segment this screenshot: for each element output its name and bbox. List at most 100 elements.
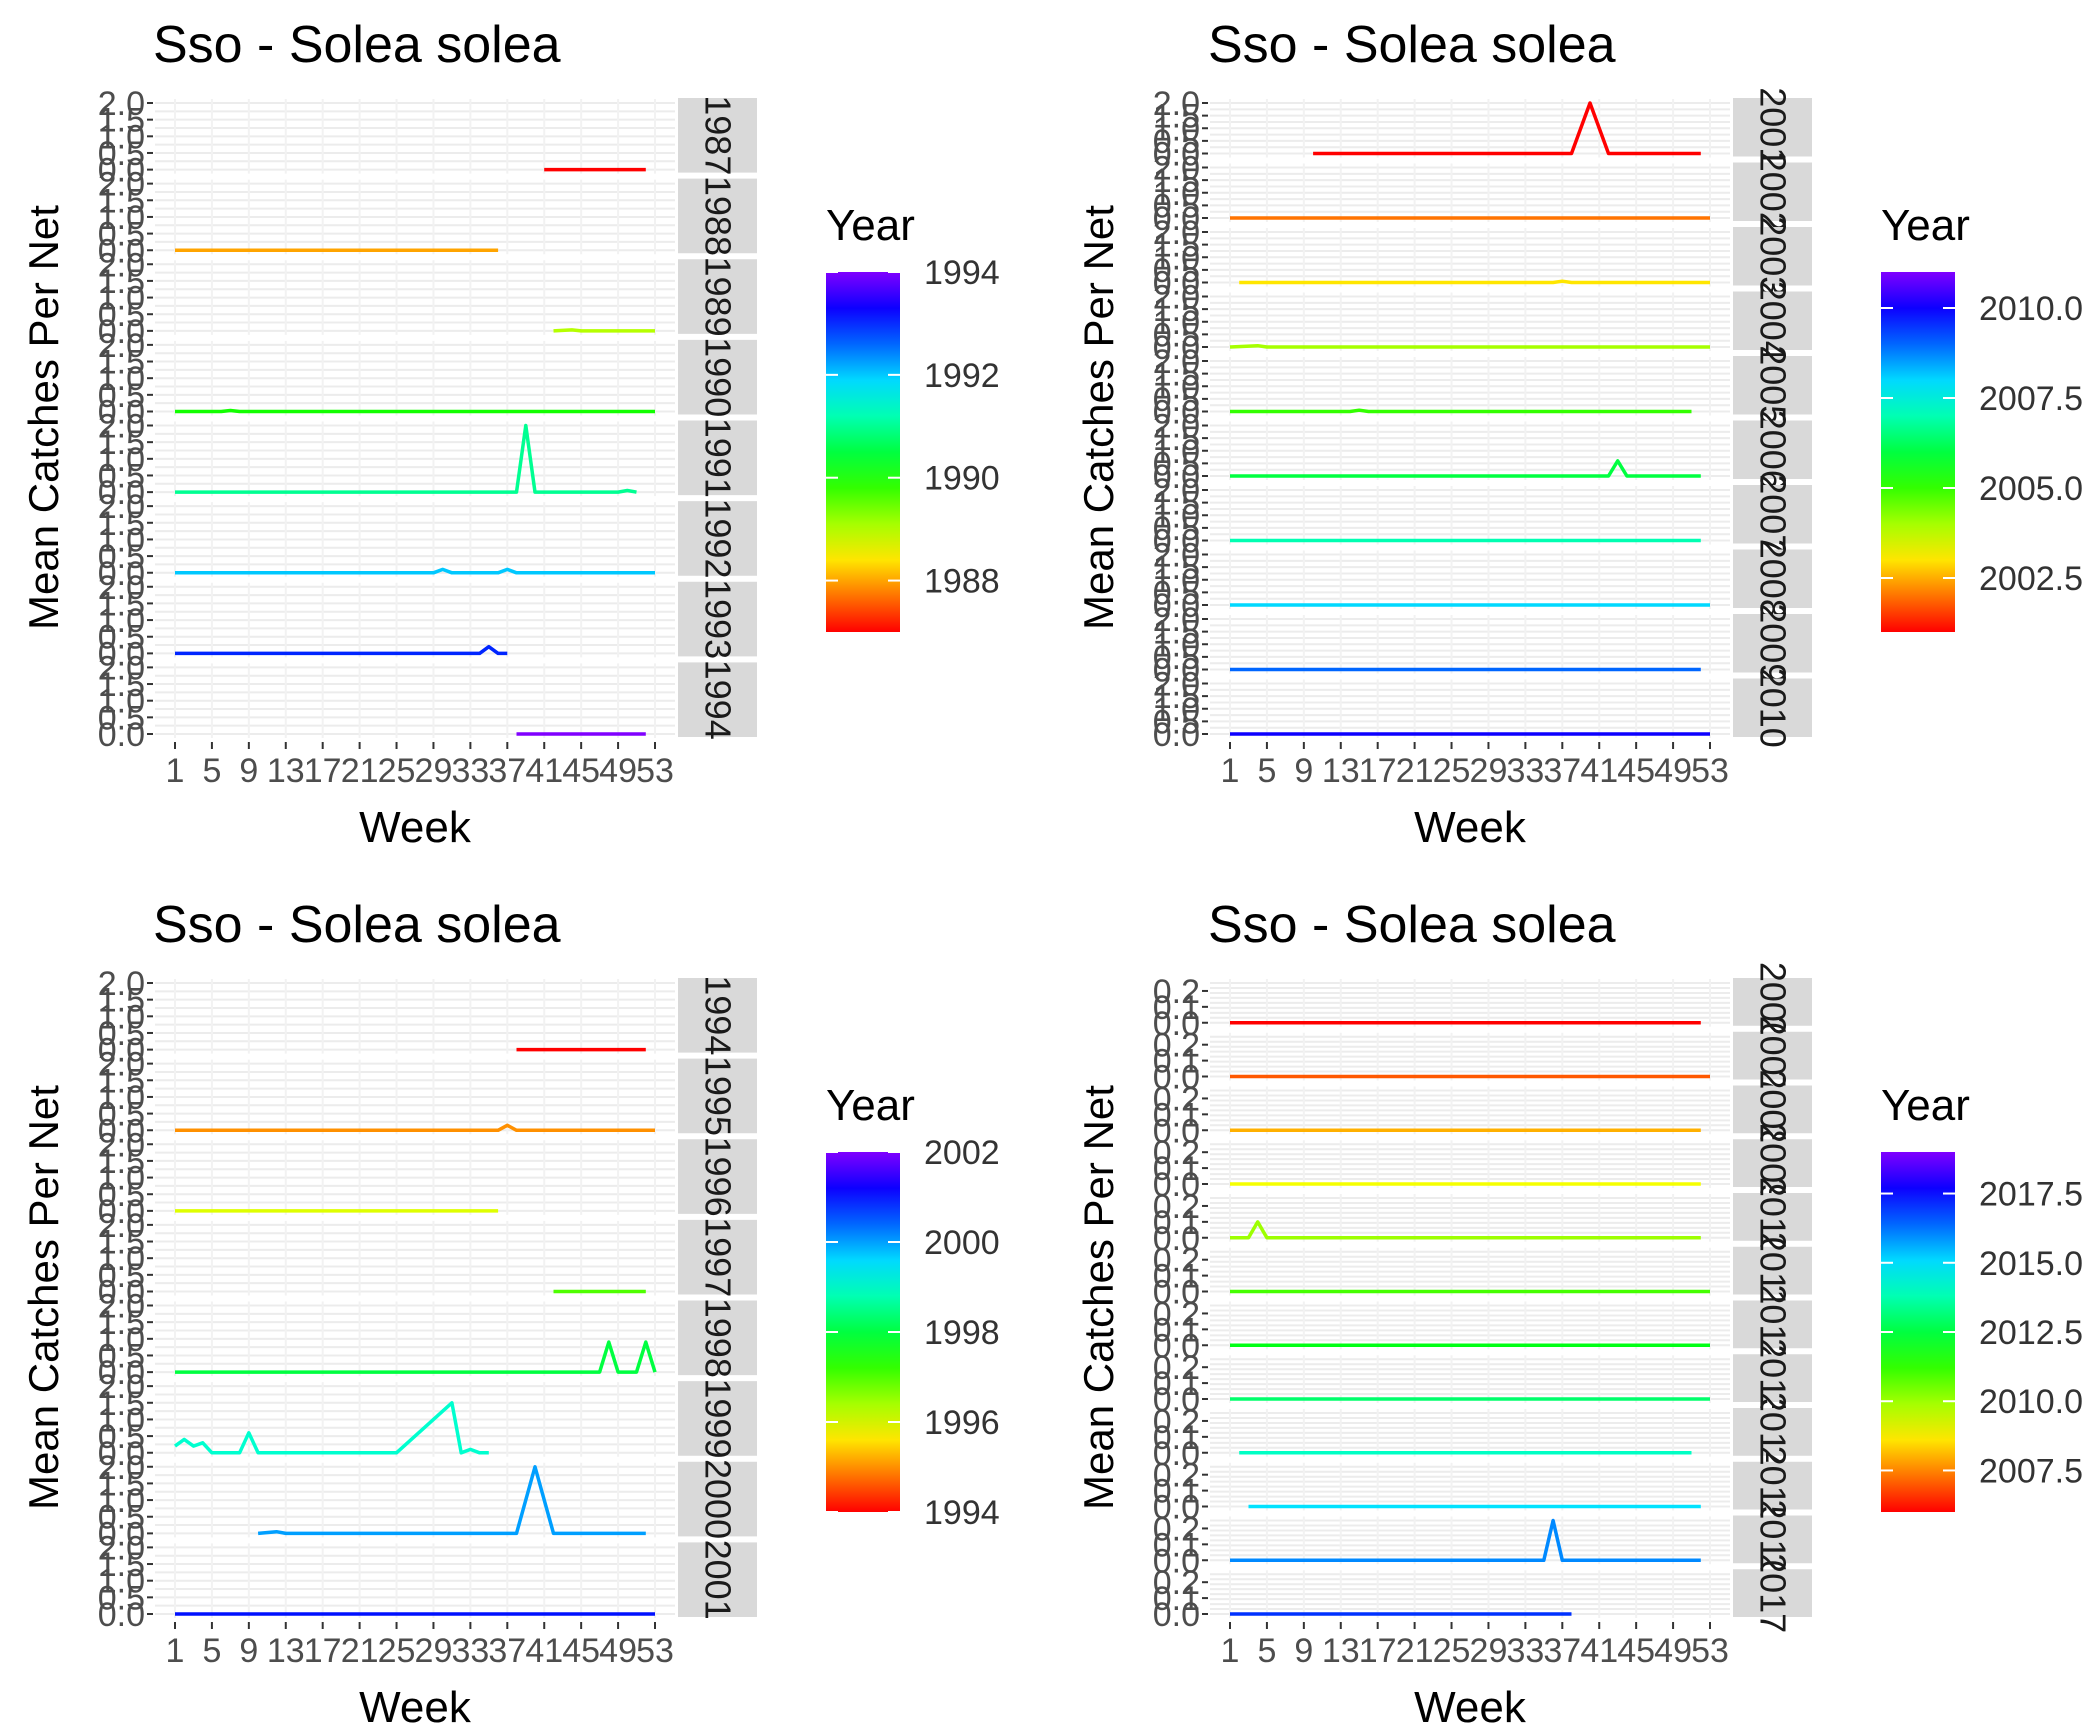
y-tick-label: 1.0 [1153, 691, 1200, 729]
facet-strip-label: 1987 [698, 95, 739, 175]
y-tick-label: 1.0 [98, 1401, 145, 1439]
y-tick-label: 0.2 [1153, 1564, 1200, 1602]
facet-strip-label: 2000 [698, 1459, 739, 1539]
facet-strip [1733, 1085, 1812, 1134]
y-tick-label: 1.5 [98, 102, 145, 140]
legend: Year 2017.5 2015.0 2012.5 2010.0 2007.5 [1881, 1081, 2083, 1512]
facet-2005: 0.00.51.01.52.0 2005 [1153, 343, 1812, 432]
x-tick-label: 17 [1359, 1632, 1397, 1670]
x-tick-label: 37 [1543, 1632, 1581, 1670]
y-tick-label: 1.0 [98, 602, 145, 640]
y-tick-label: 0.0 [1153, 1166, 1200, 1204]
y-tick-label: 0.1 [1153, 1096, 1200, 1134]
y-tick-label: 0.0 [1153, 1005, 1200, 1043]
x-tick-label: 17 [304, 752, 342, 790]
y-tick-label: 0.5 [98, 296, 145, 334]
facet-strip-label: 2007 [1753, 474, 1794, 554]
y-tick-label: 1.5 [98, 505, 145, 543]
y-tick-label: 0.5 [1153, 510, 1200, 548]
y-tick-label: 0.0 [1153, 1435, 1200, 1473]
facet-strip [678, 1058, 757, 1134]
x-tick-label: 1 [1221, 752, 1240, 790]
facet-2015: 0.00.10.2 2015 [1153, 1446, 1812, 1527]
facet-2004: 0.00.51.01.52.0 2004 [1153, 279, 1812, 367]
y-tick-label: 1.5 [98, 182, 145, 220]
y-tick-label: 1.0 [1153, 433, 1200, 471]
facet-strip-label: 2010 [1753, 668, 1794, 748]
y-tick-label: 0.2 [1153, 1188, 1200, 1226]
chart-title: Sso - Solea solea [1208, 896, 1616, 954]
y-tick-label: 2.0 [1153, 537, 1200, 575]
x-tick-label: 29 [1470, 752, 1508, 790]
facet-2008: 0.00.10.2 2008 [1153, 1069, 1812, 1150]
facet-strip [1733, 356, 1812, 415]
legend-label: 2017.5 [1979, 1176, 2083, 1214]
facet-2007: 0.00.51.01.52.0 2007 [1153, 472, 1812, 561]
series-line-1991 [175, 423, 637, 494]
series-line-2003 [1239, 279, 1710, 285]
facet-strip [678, 978, 757, 1053]
y-tick-label: 2.0 [1153, 343, 1200, 381]
y-tick-label: 0.5 [98, 1337, 145, 1375]
legend-label: 2015.0 [1979, 1245, 2083, 1283]
y-tick-label: 0.0 [1153, 523, 1200, 561]
y-axis-label: Mean Catches Per Net [1075, 1085, 1122, 1510]
legend-label: 2002 [924, 1134, 1000, 1172]
y-tick-label: 0.0 [98, 152, 145, 190]
y-tick-label: 0.5 [98, 699, 145, 737]
facet-strip-label: 1994 [698, 660, 739, 740]
y-tick-label: 0.0 [98, 716, 145, 754]
y-tick-label: 2.0 [98, 488, 145, 526]
y-tick-label: 0.2 [1153, 1295, 1200, 1333]
facet-1997: 0.00.51.01.52.0 1997 [98, 1207, 757, 1312]
facet-strip [678, 1139, 757, 1214]
x-tick-label: 13 [267, 752, 305, 790]
y-tick-label: 1.0 [98, 441, 145, 479]
facet-strip [678, 339, 757, 415]
legend-title: Year [826, 201, 915, 250]
y-tick-label: 0.5 [98, 216, 145, 254]
y-tick-label: 0.0 [1153, 1274, 1200, 1312]
y-tick-label: 0.0 [98, 232, 145, 270]
x-tick-label: 33 [451, 1632, 489, 1670]
facet-2007: 0.00.10.2 2007 [1153, 1016, 1812, 1097]
series-line-1998 [175, 1340, 657, 1374]
legend-label: 1994 [924, 254, 1000, 292]
y-tick-label: 0.2 [1153, 973, 1200, 1011]
x-tick-label: 21 [1396, 752, 1434, 790]
x-tick-label: 9 [1294, 1632, 1313, 1670]
y-tick-label: 2.0 [1153, 214, 1200, 252]
y-tick-label: 0.0 [1153, 1489, 1200, 1527]
x-tick-label: 41 [1580, 1632, 1618, 1670]
facet-strip [678, 420, 757, 496]
y-tick-label: 0.0 [1153, 1059, 1200, 1097]
y-tick-label: 1.0 [1153, 562, 1200, 600]
facet-strip [1733, 1354, 1812, 1402]
y-tick-label: 0.0 [1153, 652, 1200, 690]
y-tick-label: 1.0 [1153, 497, 1200, 535]
facet-1990: 0.00.51.01.52.0 1990 [98, 327, 757, 432]
y-tick-label: 0.1 [1153, 1580, 1200, 1618]
facet-strip [678, 178, 757, 254]
legend-label: 1990 [924, 460, 1000, 498]
facet-2001: 0.00.51.01.52.0 2001 [98, 1529, 757, 1634]
y-tick-label: 1.0 [1153, 626, 1200, 664]
x-tick-label: 41 [525, 1632, 563, 1670]
x-tick-label: 49 [599, 1632, 637, 1670]
y-tick-label: 0.2 [1153, 1403, 1200, 1441]
facet-strip [678, 1542, 757, 1617]
facet-strip-label: 1990 [698, 337, 739, 417]
y-tick-label: 0.5 [98, 135, 145, 173]
x-tick-label: 9 [239, 1632, 258, 1670]
y-tick-label: 1.0 [98, 118, 145, 156]
y-tick-label: 2.0 [98, 1368, 145, 1406]
facet-2011: 0.00.10.2 2011 [1153, 1232, 1812, 1312]
x-tick-label: 21 [341, 752, 379, 790]
x-tick-label: 37 [488, 1632, 526, 1670]
facet-1996: 0.00.51.01.52.0 1996 [98, 1126, 757, 1231]
facet-strip-label: 2012 [1753, 1284, 1794, 1364]
facet-strip [1733, 1139, 1812, 1187]
y-tick-label: 0.2 [1153, 1027, 1200, 1065]
